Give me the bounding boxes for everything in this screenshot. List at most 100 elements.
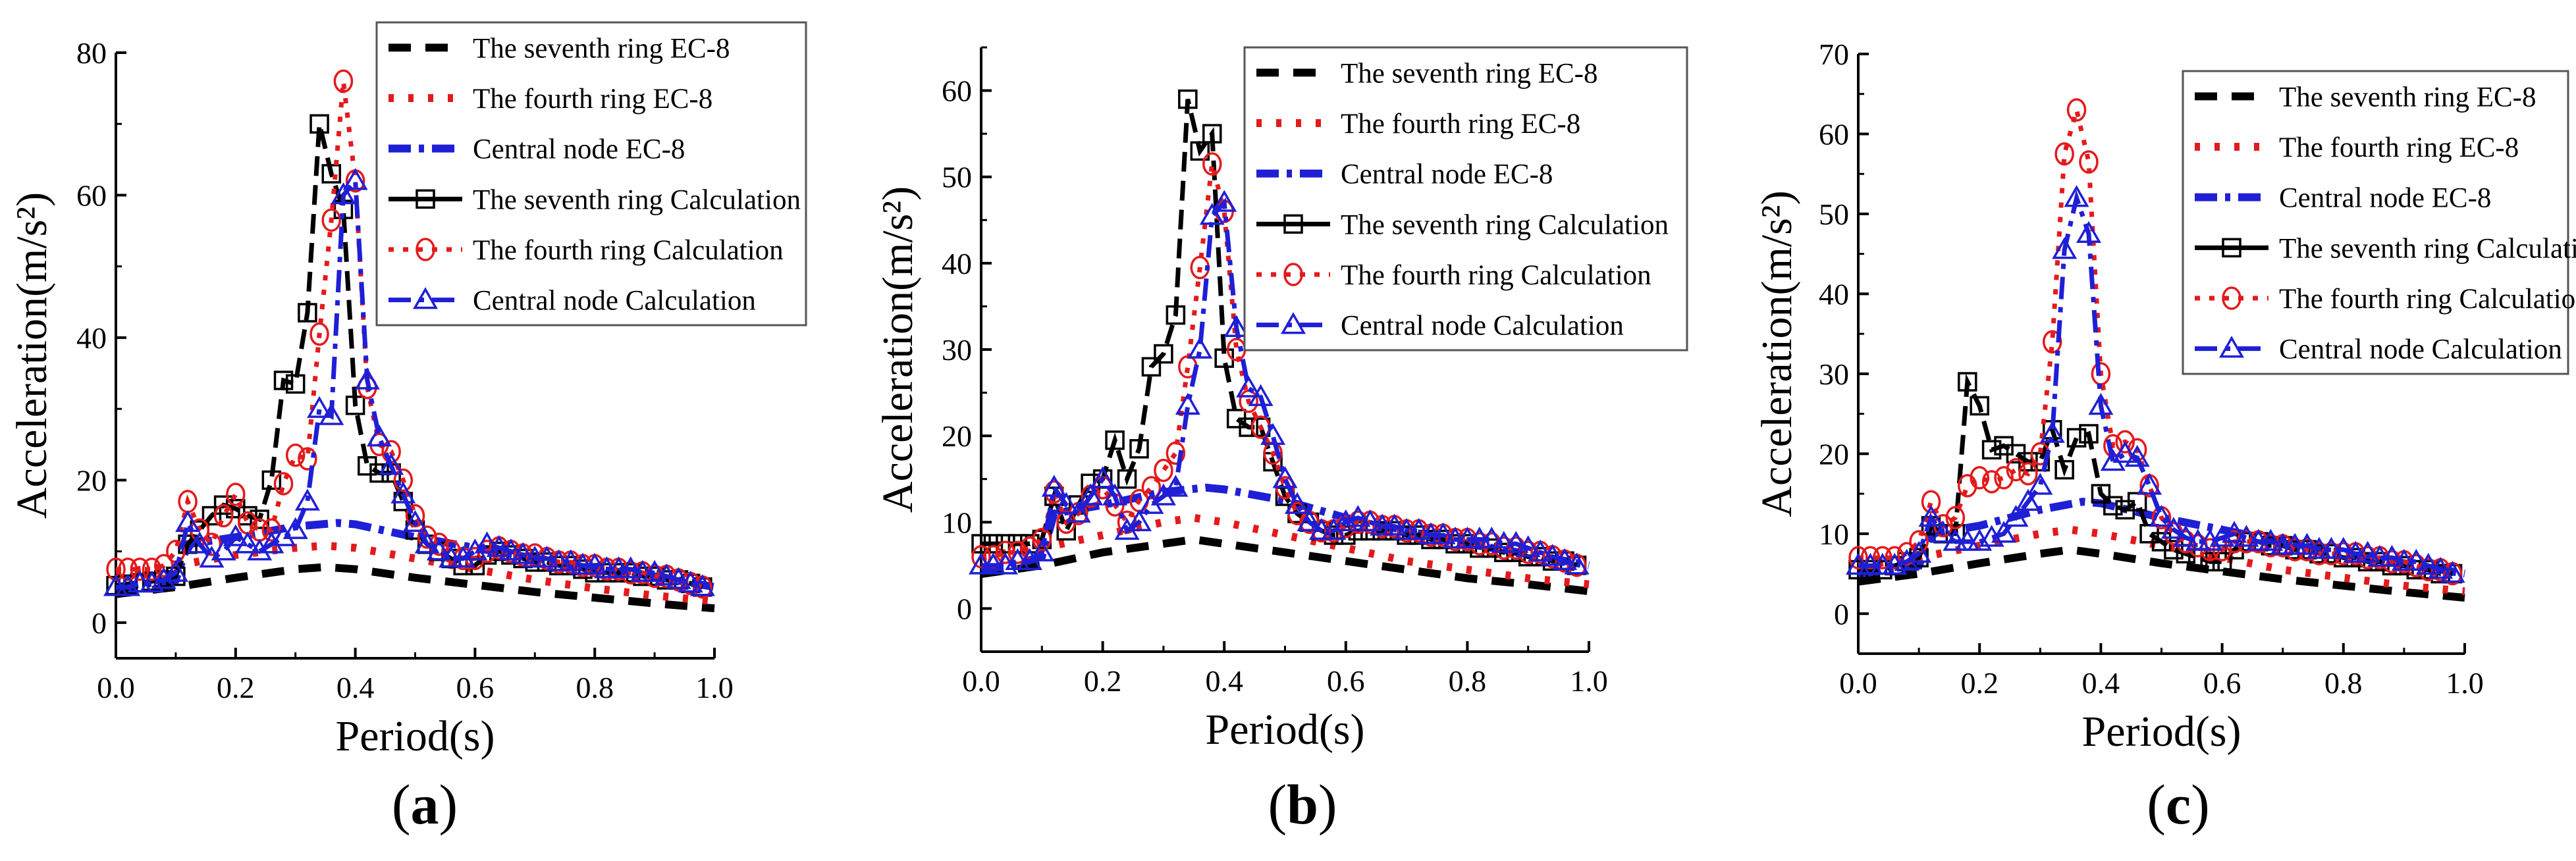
data-point: [582, 552, 608, 575]
data-point: [142, 557, 162, 581]
data-point: [2115, 430, 2135, 454]
y-tick-label: 30: [942, 333, 972, 367]
x-tick-label: 0.6: [2203, 666, 2241, 700]
data-point: [2127, 492, 2147, 511]
legend-label: The seventh ring Calculation: [2279, 233, 2576, 264]
legend-marker: [2222, 286, 2241, 310]
x-tick-label: 1.0: [2446, 666, 2484, 700]
data-point: [426, 538, 452, 561]
legend-label: The fourth ring Calculation: [473, 235, 784, 266]
data-point: [234, 531, 260, 554]
y-tick-label: 0: [1834, 597, 1849, 631]
data-point: [1284, 492, 1310, 514]
data-point: [2306, 536, 2332, 559]
series-central-node-calculation: [103, 168, 715, 596]
data-point: [2367, 544, 2393, 567]
data-point: [1297, 509, 1322, 532]
data-point: [2042, 330, 2062, 354]
data-point: [1918, 504, 1944, 527]
data-point: [1455, 526, 1480, 549]
data-point: [1873, 546, 1892, 569]
y-tick-label: 30: [1819, 357, 1849, 391]
data-point: [558, 549, 583, 571]
data-point: [151, 567, 176, 589]
series-the-seventh-ring-ec-8: [115, 563, 715, 613]
data-point: [1202, 124, 1222, 144]
data-point: [223, 524, 248, 546]
data-point: [666, 567, 691, 589]
data-point: [1845, 552, 1871, 575]
data-point: [366, 424, 392, 447]
y-tick-label: 70: [1819, 38, 1849, 71]
series-line: [981, 197, 1578, 568]
data-point: [259, 531, 284, 554]
data-point: [1970, 466, 1989, 490]
data-point: [522, 545, 548, 568]
y-tick-label: 50: [942, 161, 972, 194]
data-point: [1858, 552, 1883, 575]
legend-label: The seventh ring Calculation: [473, 184, 801, 215]
data-point: [2234, 525, 2259, 547]
data-point: [1491, 531, 1516, 553]
data-point: [273, 472, 294, 496]
data-point: [1223, 315, 1249, 337]
legend-marker: [2218, 336, 2245, 358]
data-point: [390, 481, 416, 504]
data-point: [2164, 540, 2184, 560]
data-point: [226, 483, 246, 506]
data-point: [1141, 357, 1162, 377]
data-point: [980, 552, 1006, 575]
data-point: [1175, 392, 1200, 415]
data-point: [298, 303, 317, 323]
data-point: [2185, 529, 2211, 551]
data-point: [175, 509, 201, 533]
y-axis-title: Acceleration(m/s²): [874, 186, 922, 513]
series-central-node-calculation: [1845, 185, 2465, 583]
data-point: [199, 545, 225, 568]
data-point: [285, 443, 306, 467]
legend-marker: [1280, 312, 1306, 334]
data-point: [534, 545, 560, 568]
data-point: [2015, 488, 2041, 511]
x-tick-label: 0.0: [1839, 666, 1877, 700]
data-point: [2079, 150, 2099, 174]
legend-label: Central node EC-8: [2279, 183, 2491, 214]
data-point: [2091, 484, 2111, 504]
data-point: [510, 542, 536, 564]
data-point: [271, 524, 296, 546]
data-point: [1382, 513, 1407, 536]
data-point: [1848, 546, 1868, 569]
y-axis-title: Acceleration(m/s²): [8, 192, 56, 519]
series-line: [1858, 525, 2465, 596]
data-point: [2066, 98, 2087, 122]
data-point: [1078, 483, 1104, 506]
legend-label: The fourth ring EC-8: [2279, 132, 2519, 163]
data-point: [618, 556, 643, 579]
x-tick-label: 0.0: [962, 664, 1000, 698]
data-point: [1945, 506, 1966, 530]
data-point: [282, 517, 308, 539]
data-point: [1239, 417, 1258, 437]
data-point: [201, 506, 222, 526]
x-axis-title: Period(s): [1206, 706, 1365, 754]
data-point: [321, 208, 341, 232]
data-point: [1869, 552, 1895, 575]
data-point: [1345, 505, 1371, 527]
data-point: [187, 531, 213, 554]
caption-a: (a): [391, 773, 458, 836]
series-line: [115, 563, 715, 613]
data-point: [2173, 525, 2199, 547]
legend-label: Central node Calculation: [1341, 311, 1624, 342]
data-point: [462, 538, 488, 561]
legend-label: The fourth ring Calculation: [2279, 284, 2576, 315]
y-tick-label: 10: [1819, 517, 1849, 551]
data-point: [2245, 529, 2271, 551]
data-point: [1981, 440, 2002, 460]
legend-label: Central node Calculation: [2279, 334, 2562, 365]
data-point: [2039, 421, 2065, 443]
data-point: [201, 533, 222, 556]
legend: The seventh ring EC-8 The fourth ring EC-…: [2182, 70, 2576, 375]
series-the-fourth-ring-ec-8: [980, 513, 1590, 588]
y-axis-title: Acceleration(m/s²): [1753, 190, 1801, 517]
